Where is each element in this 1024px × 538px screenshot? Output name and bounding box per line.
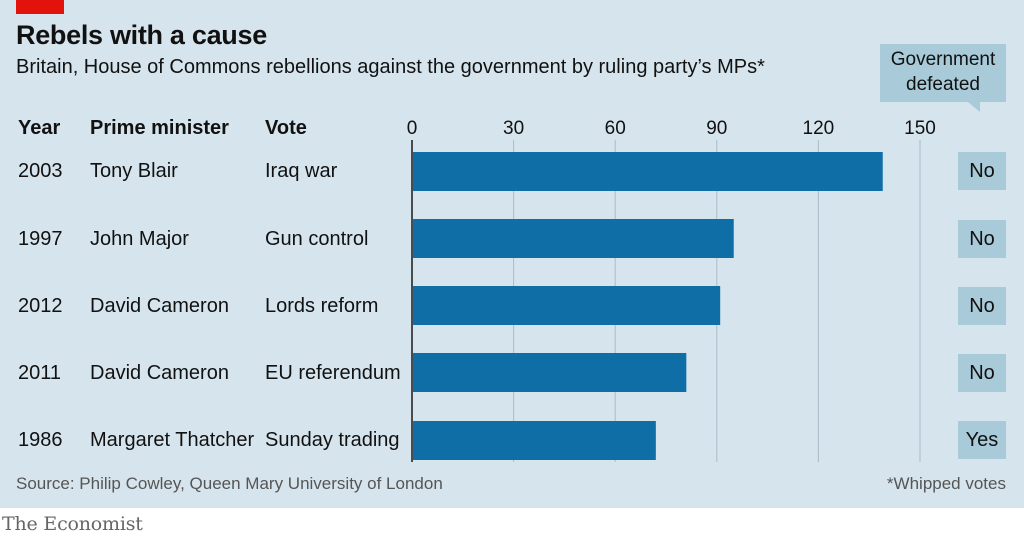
x-tick-label: 150 (904, 118, 936, 139)
government-defeated-header-line2: defeated (906, 74, 980, 95)
x-tick-label: 0 (407, 118, 418, 139)
government-defeated-header-line1: Government (890, 49, 996, 70)
row-defeated-badge: No (958, 354, 1006, 392)
row-vote: Iraq war (265, 160, 338, 182)
bar (413, 353, 687, 392)
row-year: 2011 (18, 362, 62, 384)
bar (413, 219, 734, 258)
column-header-prime-minister: Prime minister (90, 117, 229, 139)
row-defeated-badge: No (958, 287, 1006, 325)
bar (413, 152, 883, 191)
source-note: Source: Philip Cowley, Queen Mary Univer… (16, 474, 443, 493)
row-vote: Gun control (265, 228, 369, 250)
row-year: 2012 (18, 295, 63, 317)
row-year: 1997 (18, 228, 63, 250)
row-defeated-badge: Yes (958, 421, 1006, 459)
bar (413, 286, 721, 325)
government-defeated-pointer (968, 102, 980, 112)
footnote: *Whipped votes (886, 474, 1006, 493)
economist-logo: The Economist (2, 513, 143, 535)
bar-chart: 0 30 60 90 120 150 (407, 118, 936, 462)
row-vote: EU referendum (265, 362, 401, 384)
chart-subtitle: Britain, House of Commons rebellions aga… (16, 56, 765, 78)
brand-red-tag (16, 0, 64, 14)
row-defeated-badge: No (958, 220, 1006, 258)
row-prime-minister: John Major (90, 228, 189, 250)
x-tick-label: 30 (503, 118, 524, 139)
x-tick-label: 90 (706, 118, 727, 139)
row-vote: Lords reform (265, 295, 379, 317)
row-defeated-badge: No (958, 152, 1006, 190)
chart-title: Rebels with a cause (16, 20, 267, 50)
row-vote: Sunday trading (265, 429, 400, 451)
column-header-vote: Vote (265, 117, 307, 139)
bar (413, 421, 656, 460)
row-prime-minister: David Cameron (90, 362, 229, 384)
row-year: 2003 (18, 160, 63, 182)
row-prime-minister: Tony Blair (90, 160, 178, 182)
row-year: 1986 (18, 429, 63, 451)
row-prime-minister: Margaret Thatcher (90, 429, 255, 451)
government-defeated-header-box (880, 44, 1006, 102)
row-prime-minister: David Cameron (90, 295, 229, 317)
x-tick-label: 120 (803, 118, 835, 139)
x-tick-label: 60 (605, 118, 626, 139)
column-header-year: Year (18, 117, 61, 139)
